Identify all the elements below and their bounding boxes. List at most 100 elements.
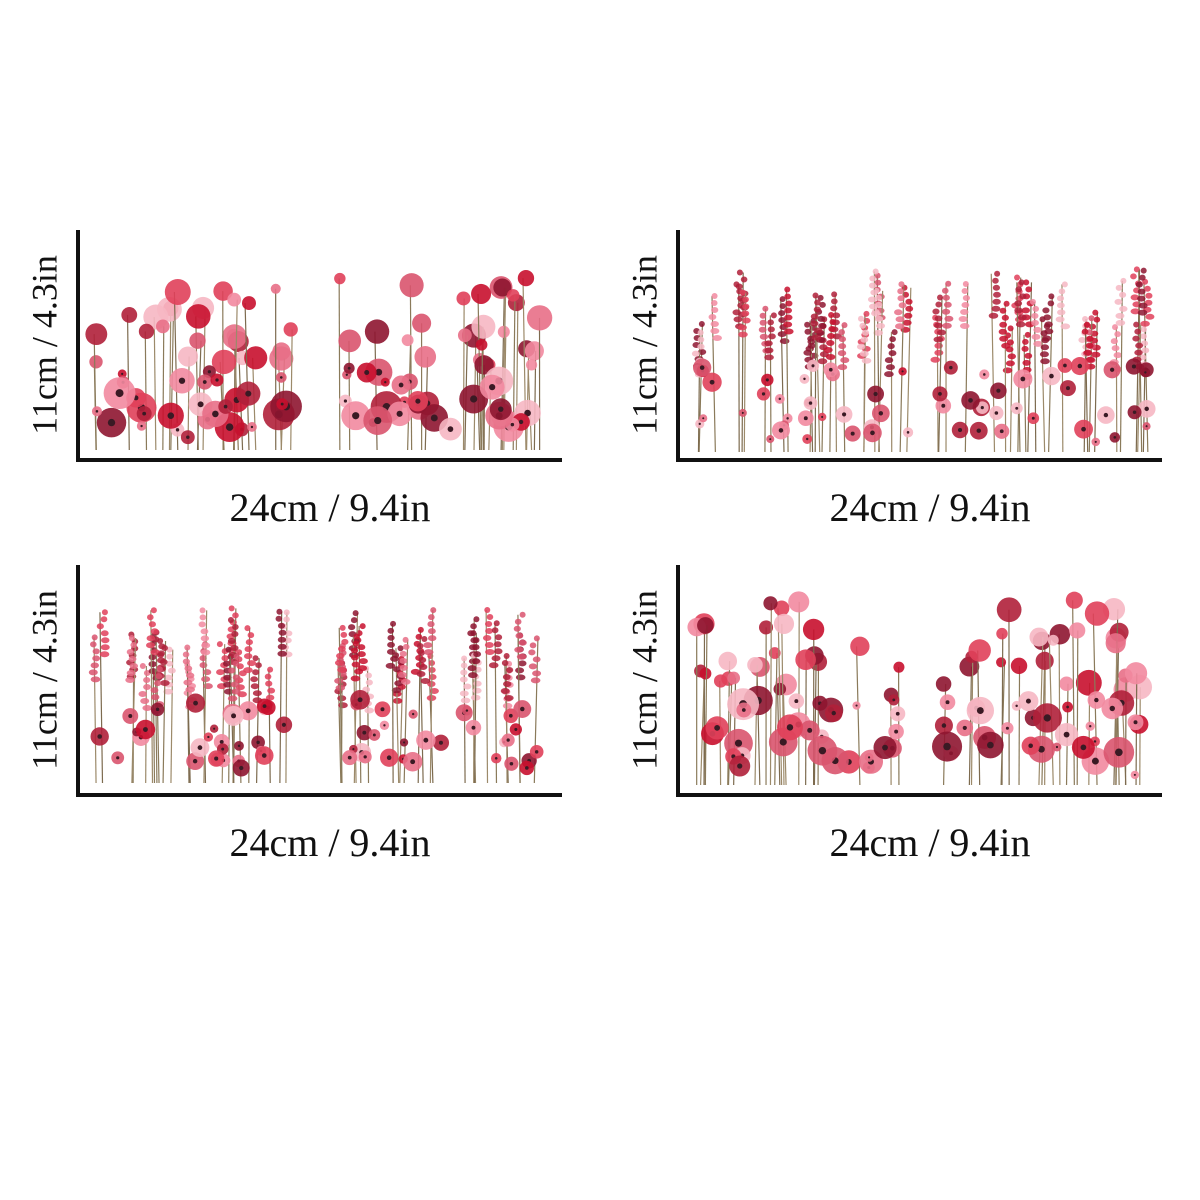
flower-center: [949, 365, 953, 370]
blossom: [778, 317, 787, 324]
blossom: [150, 687, 159, 694]
blossom: [1014, 274, 1021, 281]
size-panel: 11cm / 4.3in 24cm / 9.4in: [624, 565, 1162, 865]
blossom: [1081, 328, 1089, 335]
flower-center: [116, 756, 120, 760]
blossom: [810, 320, 819, 327]
blossom: [155, 319, 170, 334]
blossom: [935, 676, 952, 692]
blossom: [1145, 292, 1153, 299]
blossom: [245, 639, 253, 646]
blossom: [129, 662, 139, 669]
blossom: [817, 294, 824, 301]
blossom: [1002, 367, 1013, 374]
blossom: [121, 306, 138, 323]
blossom: [999, 307, 1007, 314]
blossom: [1137, 288, 1146, 295]
flower-center: [383, 724, 386, 727]
stem: [462, 298, 465, 451]
blossom: [697, 343, 705, 350]
blossom: [504, 695, 514, 702]
blossom: [216, 641, 223, 648]
width-label: 24cm / 9.4in: [229, 820, 430, 865]
blossom: [697, 617, 714, 634]
blossom: [471, 658, 481, 665]
blossom: [1130, 294, 1139, 301]
blossom: [850, 636, 870, 656]
blossom: [163, 688, 173, 695]
blossom: [500, 688, 510, 695]
flower-center: [941, 723, 947, 728]
blossom: [85, 323, 108, 346]
flower-center: [996, 388, 1001, 393]
blossom: [427, 635, 437, 642]
blossom: [742, 317, 751, 324]
blossom: [267, 666, 274, 673]
blossom: [1140, 326, 1147, 333]
stem: [938, 297, 943, 453]
blossom: [1134, 328, 1141, 335]
blossom: [231, 631, 239, 638]
blossom: [164, 279, 191, 305]
blossom: [473, 680, 482, 687]
blossom: [497, 325, 510, 338]
blossom: [699, 667, 712, 680]
blossom: [1014, 307, 1023, 314]
blossom: [1040, 344, 1050, 351]
blossom: [818, 322, 827, 329]
blossom: [157, 638, 164, 645]
blossom: [930, 356, 941, 363]
blossom: [227, 292, 242, 307]
flower-center: [1094, 440, 1097, 443]
blossom: [128, 634, 135, 641]
blossom: [764, 347, 774, 354]
blossom: [905, 305, 914, 312]
blossom: [414, 346, 437, 368]
blossom: [184, 665, 193, 672]
blossom: [223, 674, 232, 681]
blossom: [494, 648, 503, 655]
flower-center: [1093, 740, 1097, 743]
flower-center: [372, 733, 376, 737]
width-label: 24cm / 9.4in: [829, 485, 1030, 530]
flower-center: [741, 708, 746, 712]
blossom: [387, 627, 395, 634]
flower-center: [941, 403, 946, 408]
stem: [338, 278, 341, 451]
blossom: [944, 315, 954, 322]
flower-center: [878, 411, 884, 416]
blossom: [897, 288, 904, 295]
flower-center: [698, 422, 701, 426]
blossom: [230, 645, 239, 652]
flower-center: [142, 411, 147, 416]
blossom: [473, 651, 482, 658]
blossom: [1032, 305, 1040, 312]
blossom: [1033, 326, 1042, 333]
blossom: [942, 294, 950, 301]
blossom: [233, 653, 240, 660]
blossom: [334, 677, 344, 684]
blossom: [1031, 333, 1041, 340]
blossom: [783, 321, 793, 328]
blossom: [1115, 319, 1126, 326]
blossom: [733, 316, 743, 323]
blossom: [996, 627, 1008, 640]
blossom: [1114, 298, 1123, 305]
blossom: [828, 325, 836, 332]
blossom: [277, 643, 287, 650]
blossom: [1059, 676, 1074, 692]
blossom: [339, 624, 346, 631]
stem: [1033, 301, 1037, 453]
stem: [162, 326, 165, 451]
blossom: [802, 618, 825, 641]
blossom: [213, 281, 233, 301]
blossom: [202, 669, 212, 676]
blossom: [1003, 300, 1010, 307]
blossom: [514, 646, 524, 653]
blossom: [387, 641, 395, 648]
width-label: 24cm / 9.4in: [829, 820, 1030, 865]
blossom: [1029, 298, 1036, 305]
blossom: [501, 660, 509, 667]
blossom: [841, 322, 848, 329]
blossom: [397, 645, 404, 652]
